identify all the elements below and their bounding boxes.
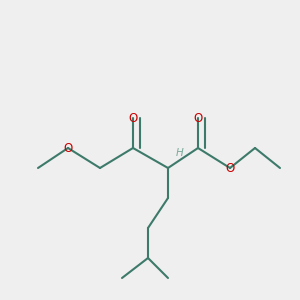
Text: O: O [128,112,138,124]
Text: O: O [225,161,235,175]
Text: O: O [63,142,73,154]
Text: O: O [194,112,202,124]
Text: H: H [176,148,184,158]
